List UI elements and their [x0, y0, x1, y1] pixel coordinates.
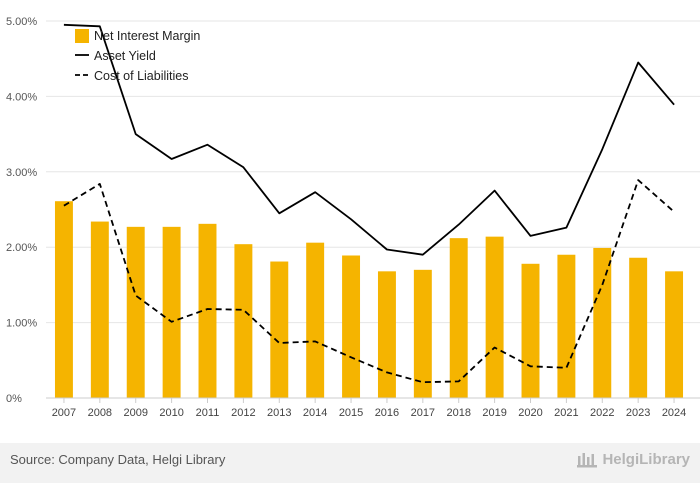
y-tick-label: 4.00% — [6, 91, 37, 103]
y-tick-label: 1.00% — [6, 318, 37, 330]
brand-logo[interactable]: HelgiLibrary — [576, 450, 690, 468]
bar — [557, 254, 576, 398]
legend-label-asset-yield: Asset Yield — [94, 49, 156, 63]
legend-label-net-interest-margin: Net Interest Margin — [94, 29, 200, 43]
bar — [665, 271, 684, 398]
line-layer — [63, 23, 675, 384]
y-tick-label: 0% — [6, 393, 22, 405]
axis-layer: 0% 1.00% 2.00% 3.00% 4.00% 5.00% 2007 2008 2009 2… — [6, 16, 700, 419]
bar — [377, 271, 396, 398]
x-tick-label: 2013 — [267, 407, 291, 419]
x-tick-label: 2020 — [518, 407, 542, 419]
source-note: Source: Company Data, Helgi Library — [10, 452, 226, 467]
x-tick-label: 2010 — [159, 407, 183, 419]
bar — [413, 269, 432, 398]
x-tick-label: 2021 — [554, 407, 578, 419]
bar — [162, 226, 181, 398]
x-tick-label: 2019 — [482, 407, 506, 419]
bar — [126, 226, 145, 398]
bar — [521, 263, 540, 398]
x-tick-label: 2007 — [52, 407, 76, 419]
bar — [234, 244, 253, 398]
x-tick-label: 2008 — [88, 407, 112, 419]
footer: Source: Company Data, Helgi Library Helg… — [0, 443, 700, 483]
series-line-cost-of-liabilities — [63, 179, 675, 384]
chart-area: 0% 1.00% 2.00% 3.00% 4.00% 5.00% 2007 2008 2009 2… — [6, 16, 700, 419]
x-tick-label: 2016 — [375, 407, 399, 419]
y-tick-label: 3.00% — [6, 167, 37, 179]
x-tick-label: 2015 — [339, 407, 363, 419]
y-tick-label: 5.00% — [6, 16, 37, 28]
legend-swatch-net-interest-margin — [75, 29, 89, 43]
series-line-asset-yield — [63, 23, 675, 256]
bar — [90, 221, 109, 398]
x-tick-label: 2017 — [411, 407, 435, 419]
library-building-icon — [577, 453, 598, 468]
x-tick-label: 2012 — [231, 407, 255, 419]
bar — [449, 238, 468, 398]
bar — [306, 242, 325, 398]
bar — [485, 236, 504, 398]
x-tick-label: 2023 — [626, 407, 650, 419]
legend: Net Interest Margin Asset Yield Cost of … — [75, 29, 200, 83]
bar — [270, 261, 289, 398]
x-tick-label: 2014 — [303, 407, 327, 419]
bar — [593, 247, 612, 398]
x-tick-label: 2024 — [662, 407, 686, 419]
y-tick-label: 2.00% — [6, 242, 37, 254]
bar — [342, 255, 361, 398]
x-tick-label: 2011 — [196, 407, 220, 419]
x-tick-label: 2022 — [590, 407, 614, 419]
bar — [198, 223, 217, 398]
brand-name: HelgiLibrary — [602, 450, 690, 468]
x-tick-label: 2009 — [123, 407, 147, 419]
legend-label-cost-of-liabilities: Cost of Liabilities — [94, 69, 189, 83]
bar — [54, 201, 73, 398]
bar-layer — [54, 201, 684, 398]
x-tick-label: 2018 — [446, 407, 470, 419]
bar — [629, 257, 648, 398]
chart-svg: 0% 1.00% 2.00% 3.00% 4.00% 5.00% 2007 2008 2009 2… — [6, 16, 700, 419]
